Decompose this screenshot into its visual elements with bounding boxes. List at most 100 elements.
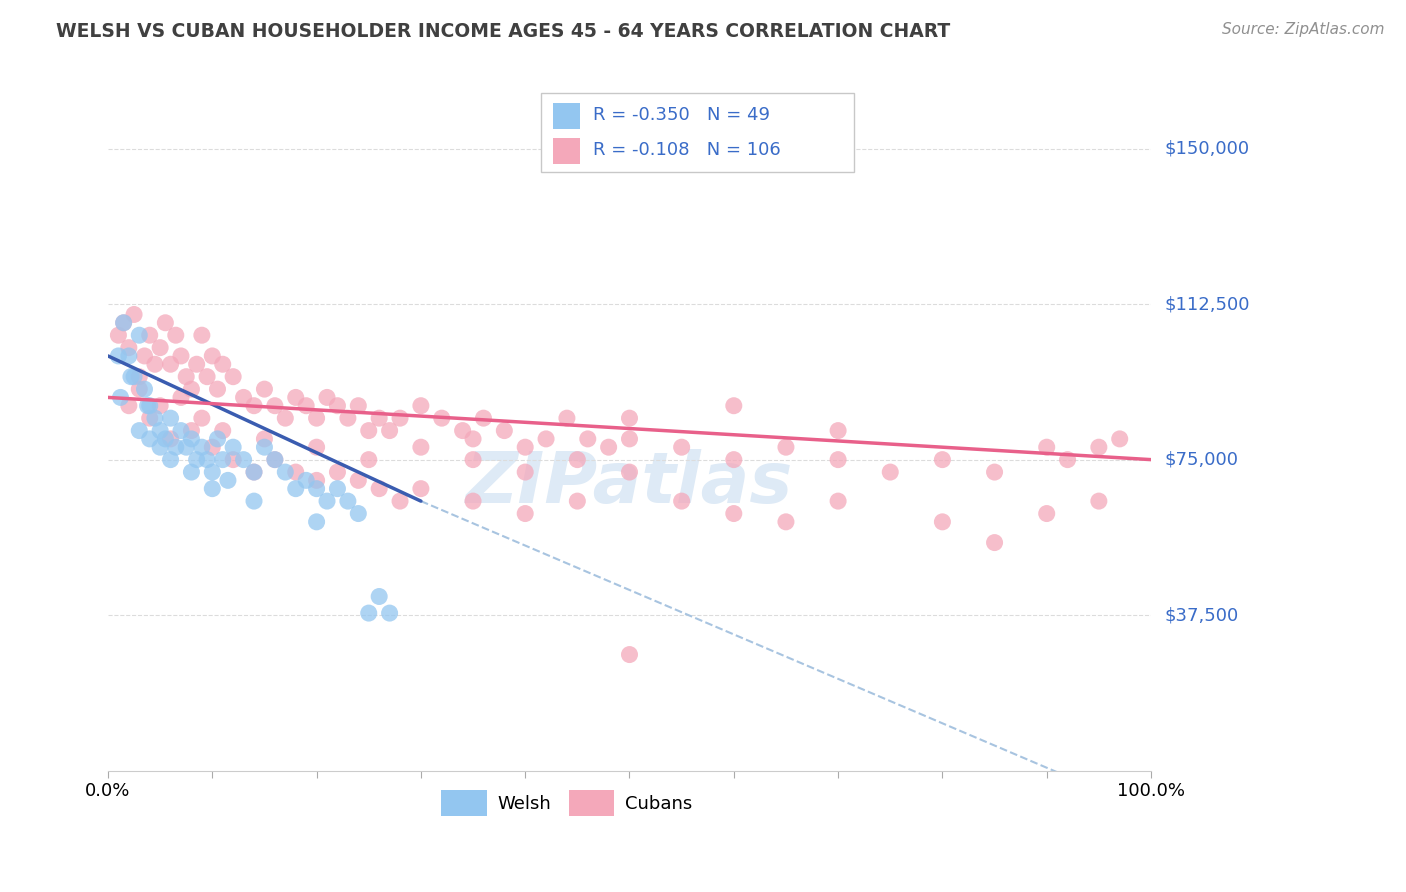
Point xyxy=(555,411,578,425)
Point xyxy=(201,440,224,454)
Point xyxy=(336,494,359,508)
Point xyxy=(110,391,132,405)
Point xyxy=(207,382,229,396)
Point xyxy=(326,399,349,413)
Point xyxy=(174,369,197,384)
Point xyxy=(136,399,159,413)
Point xyxy=(118,341,141,355)
Point xyxy=(243,465,266,479)
Text: $150,000: $150,000 xyxy=(1166,139,1250,158)
Point xyxy=(222,369,245,384)
Point xyxy=(305,474,328,488)
Point xyxy=(305,411,328,425)
Point xyxy=(515,507,537,521)
Point xyxy=(211,452,233,467)
Point xyxy=(305,482,328,496)
Point xyxy=(368,482,391,496)
Point xyxy=(451,424,474,438)
Point xyxy=(180,465,202,479)
Point xyxy=(207,432,229,446)
Point xyxy=(253,432,276,446)
Point xyxy=(174,440,197,454)
Point xyxy=(165,328,187,343)
Point xyxy=(567,494,589,508)
Point xyxy=(515,465,537,479)
Point xyxy=(619,465,641,479)
Point xyxy=(122,308,145,322)
Point xyxy=(461,494,484,508)
Point xyxy=(143,357,166,371)
Point xyxy=(274,465,297,479)
Point xyxy=(409,399,432,413)
Point xyxy=(138,411,160,425)
Point xyxy=(1088,494,1111,508)
Point xyxy=(368,590,391,604)
Point xyxy=(180,382,202,396)
Point xyxy=(211,424,233,438)
Point xyxy=(222,452,245,467)
Point xyxy=(316,391,339,405)
Point xyxy=(128,382,150,396)
Point xyxy=(368,411,391,425)
Point xyxy=(253,440,276,454)
Point xyxy=(619,432,641,446)
Point xyxy=(305,440,328,454)
Point xyxy=(143,411,166,425)
Point xyxy=(159,452,181,467)
Point xyxy=(284,391,307,405)
Point xyxy=(357,452,380,467)
Point xyxy=(149,399,172,413)
Point xyxy=(775,515,797,529)
Point xyxy=(1088,440,1111,454)
Point xyxy=(347,507,370,521)
Point xyxy=(827,494,849,508)
Point xyxy=(222,440,245,454)
Point xyxy=(186,357,208,371)
Point xyxy=(155,432,177,446)
Point xyxy=(347,399,370,413)
Point xyxy=(576,432,599,446)
FancyBboxPatch shape xyxy=(554,103,581,128)
Point xyxy=(191,328,214,343)
Text: $37,500: $37,500 xyxy=(1166,607,1239,624)
Point xyxy=(931,452,953,467)
Point xyxy=(378,424,401,438)
Text: $112,500: $112,500 xyxy=(1166,295,1250,313)
Point xyxy=(159,411,181,425)
Point xyxy=(118,399,141,413)
Point xyxy=(723,399,745,413)
Point xyxy=(326,465,349,479)
Point xyxy=(180,432,202,446)
Text: R = -0.350   N = 49: R = -0.350 N = 49 xyxy=(593,106,770,124)
Point xyxy=(170,349,193,363)
Point xyxy=(138,399,160,413)
Point xyxy=(149,440,172,454)
Point xyxy=(274,411,297,425)
Point xyxy=(409,440,432,454)
FancyBboxPatch shape xyxy=(541,93,853,172)
Point xyxy=(122,369,145,384)
Point xyxy=(1108,432,1130,446)
Point xyxy=(1056,452,1078,467)
Point xyxy=(430,411,453,425)
Point xyxy=(305,515,328,529)
Point xyxy=(336,411,359,425)
Point xyxy=(107,328,129,343)
Point xyxy=(232,452,254,467)
Point xyxy=(155,316,177,330)
Point xyxy=(515,440,537,454)
Point xyxy=(1035,507,1057,521)
Point xyxy=(619,648,641,662)
Point xyxy=(378,606,401,620)
Point xyxy=(534,432,557,446)
Point xyxy=(1035,440,1057,454)
Point xyxy=(149,341,172,355)
Point xyxy=(879,465,901,479)
Point xyxy=(827,424,849,438)
Point xyxy=(316,494,339,508)
Point xyxy=(159,432,181,446)
Point xyxy=(263,399,285,413)
Point xyxy=(983,465,1005,479)
Point xyxy=(159,357,181,371)
Point xyxy=(201,482,224,496)
